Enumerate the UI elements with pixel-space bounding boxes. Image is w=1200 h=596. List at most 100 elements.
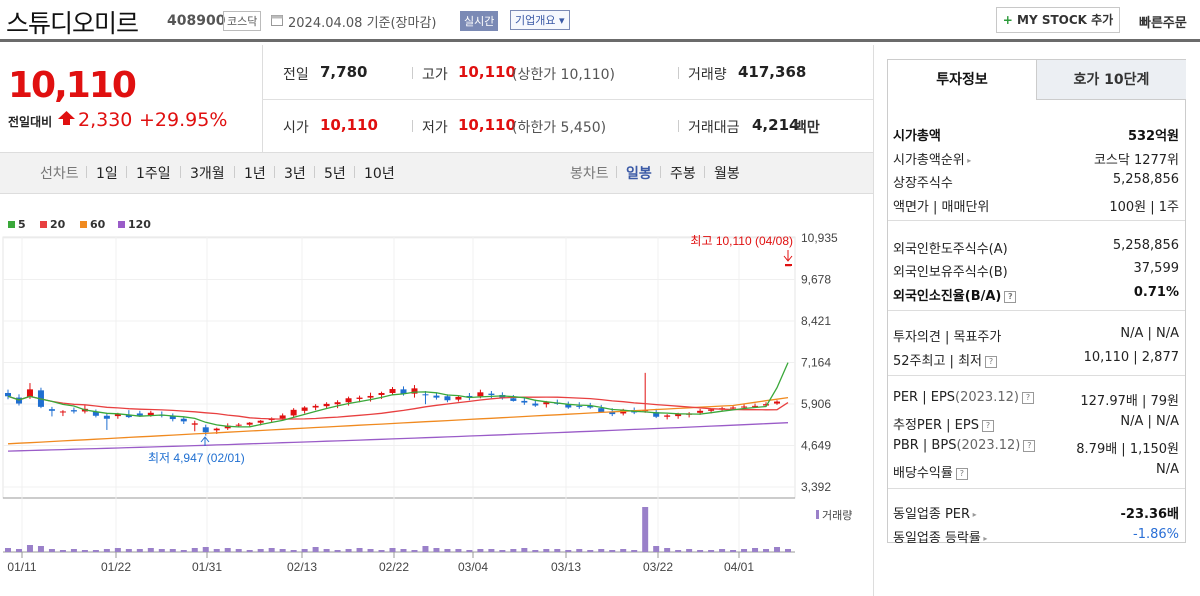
info-label[interactable]: 동일업종 PER ▸	[893, 503, 977, 522]
candle-body	[763, 404, 770, 406]
info-label: 상장주식수	[893, 172, 953, 191]
help-icon[interactable]: ?	[1021, 391, 1034, 404]
volume-bar	[400, 549, 407, 552]
candle-body	[400, 389, 407, 394]
tab-investment-info[interactable]: 투자정보	[888, 60, 1036, 100]
info-label[interactable]: 52주최고 | 최저?	[893, 350, 997, 369]
info-label[interactable]: PBR | BPS(2023.12)?	[893, 438, 1036, 453]
candle-monthly-tab[interactable]: 월봉	[714, 166, 740, 182]
info-label[interactable]: 배당수익률?	[893, 462, 968, 481]
candle-weekly-tab[interactable]: 주봉	[670, 166, 696, 182]
volume-bar	[224, 548, 231, 552]
info-label[interactable]: 동일업종 등락률 ▸	[893, 527, 987, 546]
volume-bar	[730, 550, 737, 552]
help-icon[interactable]: ?	[1004, 290, 1017, 303]
help-icon[interactable]: ?	[1023, 439, 1036, 452]
ma120-line	[7, 422, 789, 452]
info-label[interactable]: 외국인소진율(B/A)?	[893, 285, 1017, 304]
info-label-text: 외국인보유주식수(B)	[893, 265, 1008, 280]
chevron-right-icon[interactable]: ▸	[964, 156, 972, 165]
volume-bar	[433, 548, 440, 552]
open-label: 시가	[283, 120, 309, 136]
volume-bar	[774, 547, 781, 552]
amount-value: 4,214	[752, 116, 800, 134]
candle-daily-tab[interactable]: 일봉	[626, 166, 652, 182]
volume-bar	[312, 547, 319, 552]
company-overview-button[interactable]: 기업개요 ▾	[510, 10, 570, 30]
x-tick-label: 04/01	[724, 560, 754, 574]
info-value: N/A	[1156, 462, 1179, 477]
min-annotation: 최저 4,947 (02/01)	[148, 451, 245, 465]
y-tick-label: 4,649	[801, 439, 831, 453]
period-1y[interactable]: 1년	[244, 166, 266, 182]
volume-bar	[664, 548, 671, 552]
stock-name: 스튜디오미르	[6, 9, 139, 38]
y-tick-label: 5,906	[801, 397, 831, 411]
volume-bar	[422, 546, 429, 552]
candle-body	[301, 407, 308, 411]
x-tick-label: 03/22	[643, 560, 673, 574]
volume-bar	[26, 545, 33, 552]
panel-divider	[888, 375, 1185, 376]
volume-bar	[136, 549, 143, 552]
candle-body	[213, 428, 220, 431]
info-label-text: 추정PER | EPS	[893, 418, 979, 433]
candle-body	[488, 393, 495, 395]
diff-label: 전일대비	[8, 115, 53, 129]
period-5y[interactable]: 5년	[324, 166, 346, 182]
legend-swatch-5	[8, 221, 15, 228]
chevron-right-icon[interactable]: ▸	[970, 510, 977, 519]
volume-bar	[675, 550, 682, 552]
tab-order-book[interactable]: 호가 10단계	[1036, 60, 1186, 100]
quote-divider	[262, 99, 874, 100]
volume-bar	[235, 549, 242, 552]
period-1d[interactable]: 1일	[96, 166, 118, 182]
info-label-period: (2023.12)	[955, 390, 1019, 405]
volume-bar	[169, 549, 176, 552]
stock-code: 408900	[167, 13, 226, 29]
max-arrow-head	[783, 255, 793, 262]
divider	[412, 120, 413, 132]
x-tick-label: 03/13	[551, 560, 581, 574]
plot-frame	[2, 236, 796, 499]
period-toolbar	[0, 152, 874, 194]
period-3y[interactable]: 3년	[284, 166, 306, 182]
info-label[interactable]: 추정PER | EPS?	[893, 414, 994, 433]
candle-body	[752, 405, 759, 407]
divider	[678, 67, 679, 79]
candle-body	[191, 423, 198, 425]
period-10y[interactable]: 10년	[364, 166, 395, 182]
period-1w[interactable]: 1주일	[136, 166, 171, 182]
candle-body	[334, 402, 341, 405]
volume-bar	[268, 548, 275, 552]
help-icon[interactable]: ?	[981, 419, 994, 432]
low-value: 10,110	[458, 116, 516, 134]
info-label[interactable]: 시가총액순위 ▸	[893, 149, 971, 168]
volume-bar	[158, 549, 165, 552]
candle-body	[411, 388, 418, 394]
volume-bar	[554, 549, 561, 552]
help-icon[interactable]: ?	[985, 355, 997, 368]
volume-bar	[510, 549, 517, 552]
candle-body	[741, 406, 748, 408]
volume-bar	[598, 549, 605, 552]
info-value: -1.86%	[1133, 527, 1179, 542]
y-tick-label: 8,421	[801, 314, 831, 328]
volume-bar	[488, 549, 495, 552]
info-label: 투자의견 | 목표주가	[893, 326, 1001, 345]
period-3m[interactable]: 3개월	[190, 166, 225, 182]
chevron-right-icon[interactable]: ▸	[980, 534, 988, 543]
info-label[interactable]: PER | EPS(2023.12)?	[893, 390, 1034, 405]
volume-bar	[103, 549, 110, 552]
info-label-text: PBR | BPS	[893, 438, 957, 453]
quick-order-button[interactable]: 빠른주문	[1139, 16, 1187, 31]
candle-body	[774, 401, 781, 404]
volume-bar	[609, 550, 616, 552]
high-value: 10,110	[458, 63, 516, 81]
help-icon[interactable]: ?	[955, 467, 968, 480]
volume-value: 417,368	[738, 63, 807, 81]
upper-limit: (상한가 10,110)	[512, 67, 616, 83]
candle-body	[367, 395, 374, 398]
volume-bar	[213, 549, 220, 552]
my-stock-add-button[interactable]: + MY STOCK 추가	[996, 7, 1120, 33]
